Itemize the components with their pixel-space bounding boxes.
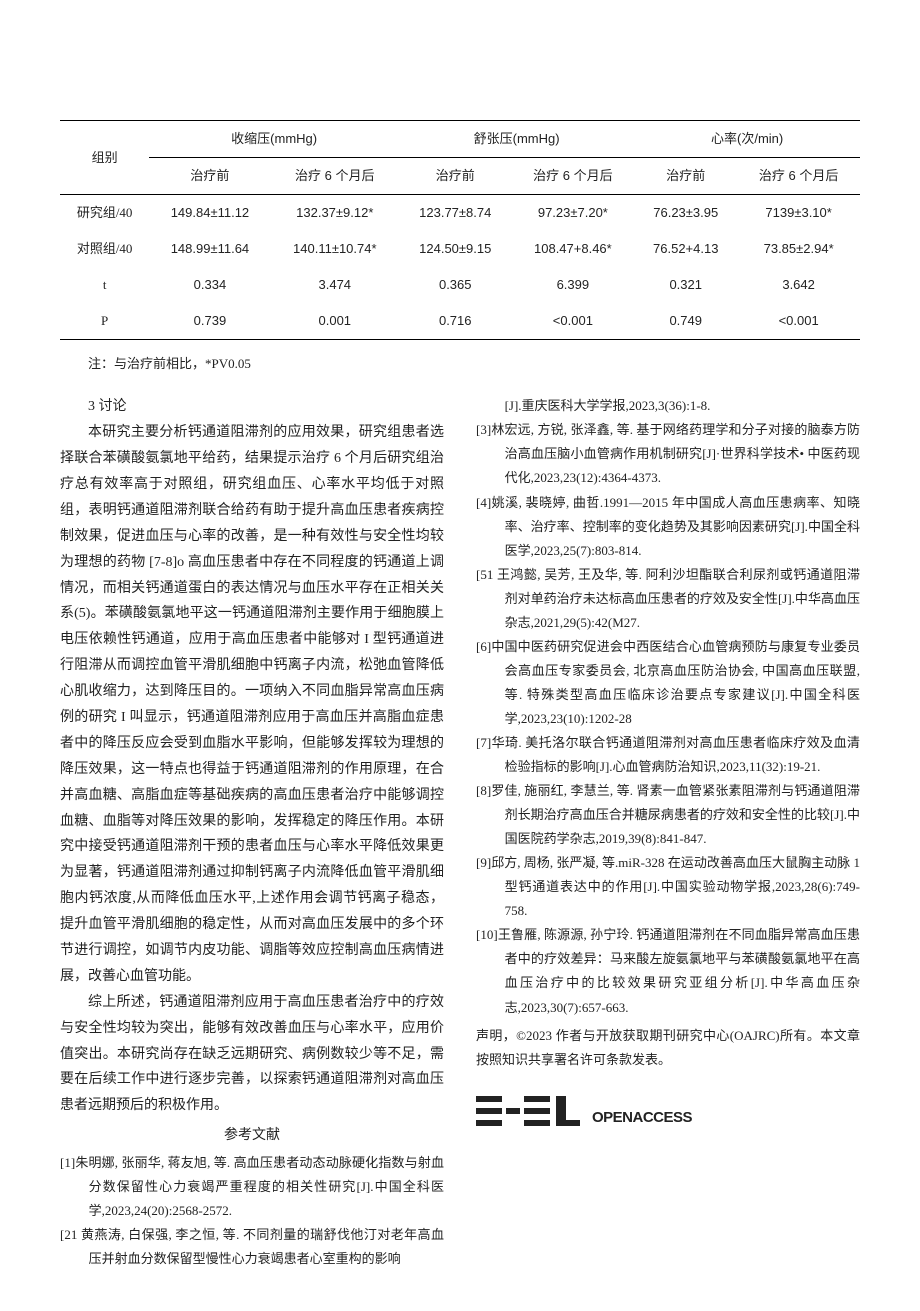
open-access-text: OPENACCESS bbox=[592, 1104, 692, 1132]
open-access-icon bbox=[476, 1090, 586, 1132]
reference-item: [4]姚溪, 裴晓婷, 曲哲.1991—2015 年中国成人高血压患病率、知晓率… bbox=[476, 491, 860, 563]
sub-sbp-pre: 治疗前 bbox=[149, 158, 270, 195]
cell: 0.321 bbox=[634, 267, 737, 303]
cell: 0.749 bbox=[634, 303, 737, 340]
results-table: 组别 收缩压(mmHg) 舒张压(mmHg) 心率(次/min) 治疗前 治疗 … bbox=[60, 120, 860, 340]
cell: 73.85±2.94* bbox=[737, 231, 860, 267]
cell: <0.001 bbox=[737, 303, 860, 340]
col-group-hr: 心率(次/min) bbox=[634, 121, 860, 158]
cell: 132.37±9.12* bbox=[271, 195, 399, 232]
cell: 108.47+8.46* bbox=[512, 231, 635, 267]
table-header-row-1: 组别 收缩压(mmHg) 舒张压(mmHg) 心率(次/min) bbox=[60, 121, 860, 158]
sub-hr-pre: 治疗前 bbox=[634, 158, 737, 195]
cell: 97.23±7.20* bbox=[512, 195, 635, 232]
references-heading: 参考文献 bbox=[60, 1123, 444, 1149]
copyright-statement: 声明，©2023 作者与开放获取期刊研究中心(OAJRC)所有。本文章按照知识共… bbox=[476, 1024, 860, 1072]
reference-item: [7]华琦. 美托洛尔联合钙通道阻滞剂对高血压患者临床疗效及血清检验指标的影响[… bbox=[476, 731, 860, 779]
reference-item: [21 黄燕涛, 白保强, 李之恒, 等. 不同剂量的瑞舒伐他汀对老年高血压并射… bbox=[60, 1223, 444, 1271]
two-column-layout: 3 讨论 本研究主要分析钙通道阻滞剂的应用效果，研究组患者选择联合苯磺酸氨氯地平… bbox=[60, 394, 860, 1271]
reference-item: [51 王鸿懿, 吴芳, 王及华, 等. 阿利沙坦酯联合利尿剂或钙通道阻滞剂对单… bbox=[476, 563, 860, 635]
cell: 148.99±11.64 bbox=[149, 231, 270, 267]
section-heading: 3 讨论 bbox=[60, 394, 444, 420]
cell: 124.50±9.15 bbox=[399, 231, 512, 267]
reference-item: [10]王鲁雁, 陈源源, 孙宁玲. 钙通道阻滞剂在不同血脂异常高血压患者中的疗… bbox=[476, 923, 860, 1019]
col-group: 组别 bbox=[60, 121, 149, 195]
sub-hr-post: 治疗 6 个月后 bbox=[737, 158, 860, 195]
table-header-row-2: 治疗前 治疗 6 个月后 治疗前 治疗 6 个月后 治疗前 治疗 6 个月后 bbox=[60, 158, 860, 195]
cell: 140.11±10.74* bbox=[271, 231, 399, 267]
cell: 76.23±3.95 bbox=[634, 195, 737, 232]
cell: 0.001 bbox=[271, 303, 399, 340]
reference-item: [1]朱明娜, 张丽华, 蒋友旭, 等. 高血压患者动态动脉硬化指数与射血分数保… bbox=[60, 1151, 444, 1223]
row-label: 对照组/40 bbox=[60, 231, 149, 267]
sub-dbp-pre: 治疗前 bbox=[399, 158, 512, 195]
row-label: t bbox=[60, 267, 149, 303]
reference-item: [J].重庆医科大学学报,2023,3(36):1-8. bbox=[476, 394, 860, 418]
reference-item: [9]邱方, 周杨, 张严凝, 等.miR-328 在运动改善高血压大鼠胸主动脉… bbox=[476, 851, 860, 923]
sub-sbp-post: 治疗 6 个月后 bbox=[271, 158, 399, 195]
reference-item: [3]林宏远, 方锐, 张泽鑫, 等. 基于网络药理学和分子对接的脑泰方防治高血… bbox=[476, 418, 860, 490]
col-group-sbp: 收缩压(mmHg) bbox=[149, 121, 399, 158]
row-label: P bbox=[60, 303, 149, 340]
table-row: P 0.739 0.001 0.716 <0.001 0.749 <0.001 bbox=[60, 303, 860, 340]
cell: 123.77±8.74 bbox=[399, 195, 512, 232]
cell: <0.001 bbox=[512, 303, 635, 340]
cell: 0.365 bbox=[399, 267, 512, 303]
cell: 0.739 bbox=[149, 303, 270, 340]
paragraph: 综上所述，钙通道阻滞剂应用于高血压患者治疗中的疗效与安全性均较为突出，能够有效改… bbox=[60, 990, 444, 1119]
cell: 0.334 bbox=[149, 267, 270, 303]
table-note: 注：与治疗前相比，*PV0.05 bbox=[88, 352, 860, 376]
cell: 0.716 bbox=[399, 303, 512, 340]
reference-item: [8]罗佳, 施丽红, 李慧兰, 等. 肾素一血管紧张素阻滞剂与钙通道阻滞剂长期… bbox=[476, 779, 860, 851]
cell: 3.642 bbox=[737, 267, 860, 303]
sub-dbp-post: 治疗 6 个月后 bbox=[512, 158, 635, 195]
cell: 76.52+4.13 bbox=[634, 231, 737, 267]
left-column: 3 讨论 本研究主要分析钙通道阻滞剂的应用效果，研究组患者选择联合苯磺酸氨氯地平… bbox=[60, 394, 444, 1271]
table-row: t 0.334 3.474 0.365 6.399 0.321 3.642 bbox=[60, 267, 860, 303]
table-row: 对照组/40 148.99±11.64 140.11±10.74* 124.50… bbox=[60, 231, 860, 267]
cell: 149.84±11.12 bbox=[149, 195, 270, 232]
cell: 3.474 bbox=[271, 267, 399, 303]
right-column: [J].重庆医科大学学报,2023,3(36):1-8. [3]林宏远, 方锐,… bbox=[476, 394, 860, 1271]
reference-item: [6]中国中医药研究促进会中西医结合心血管病预防与康复专业委员会高血压专家委员会… bbox=[476, 635, 860, 731]
paragraph: 本研究主要分析钙通道阻滞剂的应用效果，研究组患者选择联合苯磺酸氨氯地平给药，结果… bbox=[60, 420, 444, 990]
open-access-badge: OPENACCESS bbox=[476, 1090, 860, 1132]
table-row: 研究组/40 149.84±11.12 132.37±9.12* 123.77±… bbox=[60, 195, 860, 232]
cell: 6.399 bbox=[512, 267, 635, 303]
cell: 7139±3.10* bbox=[737, 195, 860, 232]
row-label: 研究组/40 bbox=[60, 195, 149, 232]
col-group-dbp: 舒张压(mmHg) bbox=[399, 121, 634, 158]
